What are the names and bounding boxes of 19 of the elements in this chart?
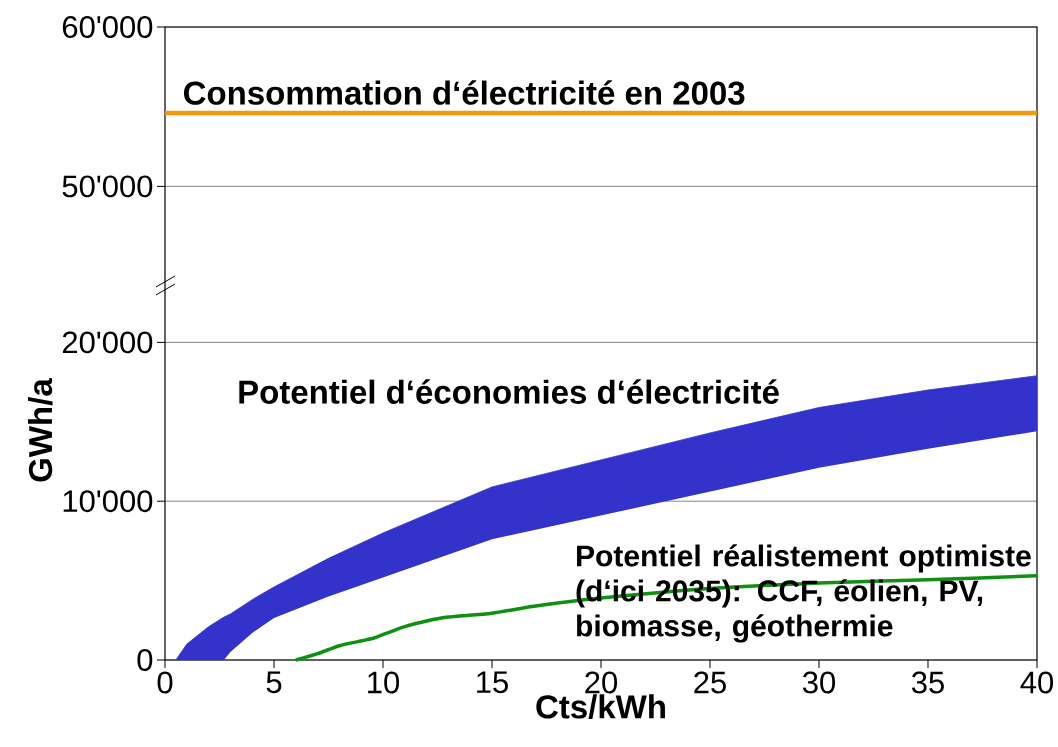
x-tick-label: 20 [585,671,618,694]
y-tick-label: 10'000 [63,490,153,513]
y-tick-label: 50'000 [62,175,153,198]
x-tick-label: 0 [157,671,173,694]
series-label: Potentiel d‘économies d‘électricité [239,379,779,404]
x-tick-label: 35 [911,671,944,694]
y-tick-label: 60'000 [62,16,153,38]
x-tick-label: 15 [477,671,508,694]
y-tick-label: 0 [137,649,153,671]
y-tick-label: 20'000 [62,331,153,354]
x-tick-label: 5 [266,671,282,694]
y-axis-title: GWh/a [28,378,53,482]
x-tick-label: 40 [1020,671,1054,694]
x-tick-label: 10 [368,671,400,694]
x-axis-title: Cts/kWh [536,694,665,719]
x-tick-label: 25 [694,671,726,694]
ref-line-label: Consommation d‘électricité en 2003 [184,80,745,105]
line-series [294,574,1039,662]
x-tick-label: 30 [802,671,836,694]
